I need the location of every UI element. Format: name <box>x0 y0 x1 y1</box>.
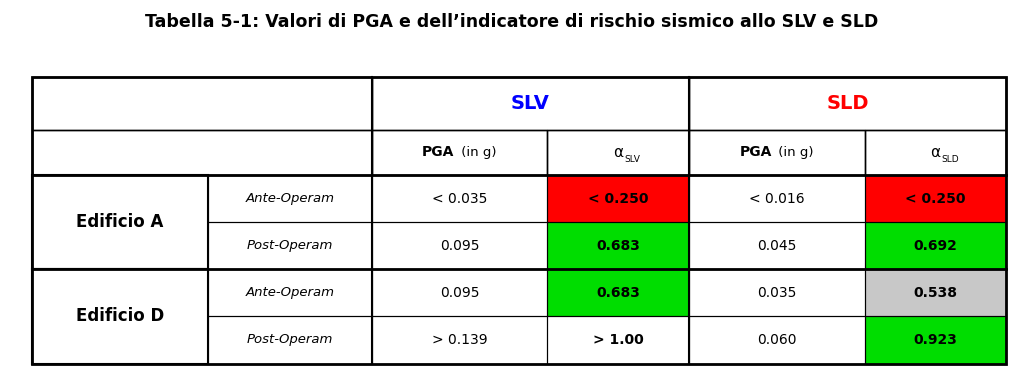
Text: 0.095: 0.095 <box>440 239 480 253</box>
Text: SLD: SLD <box>827 94 869 113</box>
Text: < 0.250: < 0.250 <box>588 192 649 206</box>
Text: 0.923: 0.923 <box>914 333 958 347</box>
Text: Ante-Operam: Ante-Operam <box>246 192 335 205</box>
Text: Edificio D: Edificio D <box>76 307 164 325</box>
Text: 0.683: 0.683 <box>596 239 640 253</box>
Text: Tabella 5-1: Valori di PGA e dell’indicatore di rischio sismico allo SLV e SLD: Tabella 5-1: Valori di PGA e dell’indica… <box>145 13 878 31</box>
Text: > 1.00: > 1.00 <box>593 333 643 347</box>
Text: < 0.250: < 0.250 <box>905 192 966 206</box>
Text: (in g): (in g) <box>456 146 496 159</box>
Text: Post-Operam: Post-Operam <box>247 334 332 347</box>
Text: Ante-Operam: Ante-Operam <box>246 287 335 299</box>
Text: 0.045: 0.045 <box>757 239 797 253</box>
Text: α: α <box>613 145 623 160</box>
Text: 0.095: 0.095 <box>440 286 480 300</box>
Text: 0.683: 0.683 <box>596 286 640 300</box>
Text: Post-Operam: Post-Operam <box>247 239 332 252</box>
Text: (in g): (in g) <box>773 146 813 159</box>
Text: < 0.035: < 0.035 <box>432 192 487 206</box>
Text: PGA: PGA <box>422 146 454 160</box>
Text: 0.538: 0.538 <box>914 286 958 300</box>
Text: α: α <box>931 145 940 160</box>
Text: Edificio A: Edificio A <box>76 213 164 231</box>
Text: 0.692: 0.692 <box>914 239 958 253</box>
Text: SLD: SLD <box>941 155 959 164</box>
Text: PGA: PGA <box>740 146 771 160</box>
Text: 0.060: 0.060 <box>757 333 797 347</box>
Text: 0.035: 0.035 <box>757 286 797 300</box>
Text: < 0.016: < 0.016 <box>749 192 805 206</box>
Text: SLV: SLV <box>625 155 640 164</box>
Text: > 0.139: > 0.139 <box>432 333 488 347</box>
Text: SLV: SLV <box>512 94 550 113</box>
